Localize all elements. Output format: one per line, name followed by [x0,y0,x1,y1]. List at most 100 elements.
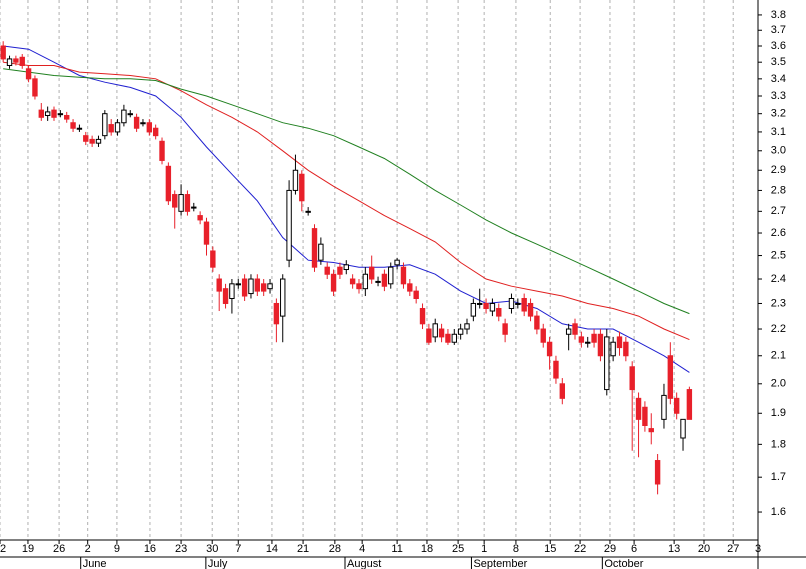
candle-body [661,394,667,420]
candle-body [394,259,400,266]
candle-body [623,341,629,357]
y-tick-label: 1.7 [771,471,786,483]
y-tick-label: 1.8 [771,438,786,450]
y-tick-label: 2.2 [771,323,786,335]
candle-body [521,297,527,312]
candle-body [311,228,318,268]
y-tick-label: 3.5 [771,56,786,68]
candle-body [667,355,674,399]
candle-body [337,266,343,275]
candle-body [673,397,680,414]
candle-body [591,333,597,343]
candle-body [349,278,356,285]
x-tick-label: 21 [297,543,309,555]
candle-body [597,333,604,357]
candle-body [324,266,330,275]
candle-body [44,111,51,116]
candle-body [502,323,508,335]
candle-body [489,302,496,312]
candle-body [57,113,64,116]
x-tick-label: 20 [698,543,710,555]
x-tick-label: 11 [391,543,402,555]
candle-body [368,266,375,280]
x-tick-label: 14 [266,543,278,555]
candle-body [330,273,337,292]
y-tick-label: 3.0 [771,145,786,157]
x-tick-label: 25 [452,543,464,555]
candle-body [254,278,261,292]
candle-body [64,114,70,120]
x-tick-label: 27 [727,543,739,555]
y-tick-label: 3.7 [771,24,786,36]
x-tick-label: 2 [85,543,91,555]
candle-body [540,328,546,343]
y-tick-label: 2.3 [771,297,786,309]
x-tick-label: 22 [574,543,586,555]
x-tick-label: 9 [114,543,120,555]
y-tick-label: 1.9 [771,407,786,419]
candle-body [426,328,432,343]
candle-body [654,460,661,485]
candle-body [216,278,222,292]
y-tick-label: 3.6 [771,40,786,52]
candle-body [648,428,654,433]
y-tick-label: 2.4 [771,273,786,285]
y-tick-label: 3.4 [771,73,786,85]
candle-body [108,124,114,133]
candle-body [686,389,693,420]
candle-body [267,283,273,290]
candle-body [419,307,426,325]
candle-body [159,140,165,161]
candle-body [546,341,553,357]
candle-body [318,243,324,261]
y-tick-label: 2.1 [771,350,786,362]
candle-body [508,297,515,309]
x-tick-label: 23 [175,543,187,555]
x-tick-label: 26 [53,543,65,555]
candle-body [635,397,642,420]
candle-body [203,221,210,245]
month-label: July [208,558,228,569]
x-tick-label: 19 [22,543,34,555]
candle-body [102,113,108,137]
candle-body [140,122,146,125]
candle-body [445,333,451,343]
candle-body [152,127,159,137]
y-tick-label: 2.8 [771,184,786,196]
x-tick-label: 4 [359,543,365,555]
x-tick-label: 12 [0,543,6,555]
candle-body [299,173,305,202]
candle-body [578,336,585,343]
candle-body [222,288,229,304]
candle-body [25,68,32,80]
x-tick-label: 28 [329,543,341,555]
candle-body [248,278,254,295]
candle-body [680,418,686,439]
candle-body [51,109,57,118]
candle-body [210,250,216,268]
month-label: September [473,558,527,569]
candle-body [114,122,121,133]
candle-body [375,280,381,283]
candle-body [178,194,184,212]
candle-body [470,302,477,317]
candle-body [273,302,280,325]
x-tick-label: 6 [631,543,637,555]
candle-body [280,278,286,317]
x-tick-label: 18 [421,543,433,555]
y-tick-label: 2.6 [771,227,786,239]
candle-body [146,122,153,133]
candle-body [616,336,623,349]
y-tick-label: 2.0 [771,378,786,390]
candle-body [343,264,349,271]
candle-body [305,210,311,213]
candle-body [0,45,6,60]
y-tick-label: 2.7 [771,205,786,217]
candle-body [191,206,197,209]
y-tick-label: 3.8 [771,9,786,21]
candle-body [172,194,178,208]
candle-body [32,78,38,97]
candle-body [286,189,292,261]
x-tick-label: 16 [144,543,156,555]
candle-body [464,323,470,330]
